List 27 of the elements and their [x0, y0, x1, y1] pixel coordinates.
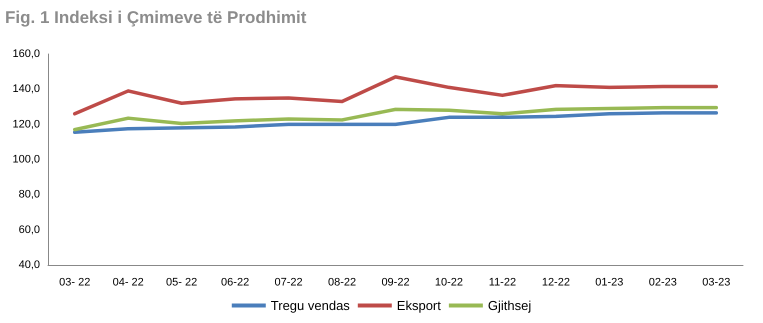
line-series [72, 75, 718, 116]
x-tick-label: 02-23 [648, 276, 677, 288]
x-tick-label: 07-22 [274, 276, 303, 288]
line-series [72, 106, 718, 132]
x-tick-label: 04- 22 [112, 276, 144, 288]
y-tick-label: 100,0 [12, 154, 40, 166]
legend-label: Gjithsej [488, 298, 532, 313]
chart-title: Fig. 1 Indeksi i Çmimeve të Prodhimit [5, 8, 307, 27]
legend-label: Eksport [396, 298, 442, 313]
y-tick-label: 60,0 [18, 224, 40, 236]
y-tick-label: 160,0 [12, 48, 40, 60]
x-tick-label: 01-23 [595, 276, 624, 288]
y-tick-label: 80,0 [18, 188, 40, 201]
x-tick-label: 03- 22 [59, 276, 90, 288]
x-tick-label: 10-22 [434, 276, 464, 288]
x-tick-label: 11-22 [488, 276, 516, 288]
x-tick-label: 09-22 [381, 276, 410, 288]
y-tick-label: 40,0 [18, 259, 40, 271]
x-tick-label: 06-22 [221, 276, 250, 288]
x-tick-label: 08-22 [328, 276, 356, 288]
line-series [72, 111, 718, 134]
y-tick-label: 120,0 [12, 118, 40, 130]
x-tick-label: 03-23 [702, 276, 730, 288]
legend-label: Tregu vendas [270, 298, 350, 313]
x-tick-label: 12-22 [542, 276, 570, 288]
x-tick-label: 05- 22 [166, 276, 198, 288]
y-tick-label: 140,0 [12, 83, 40, 96]
